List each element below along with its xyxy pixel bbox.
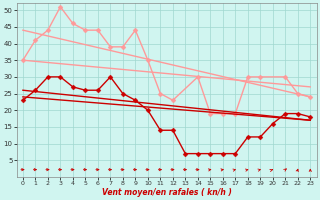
- X-axis label: Vent moyen/en rafales ( kn/h ): Vent moyen/en rafales ( kn/h ): [102, 188, 232, 197]
